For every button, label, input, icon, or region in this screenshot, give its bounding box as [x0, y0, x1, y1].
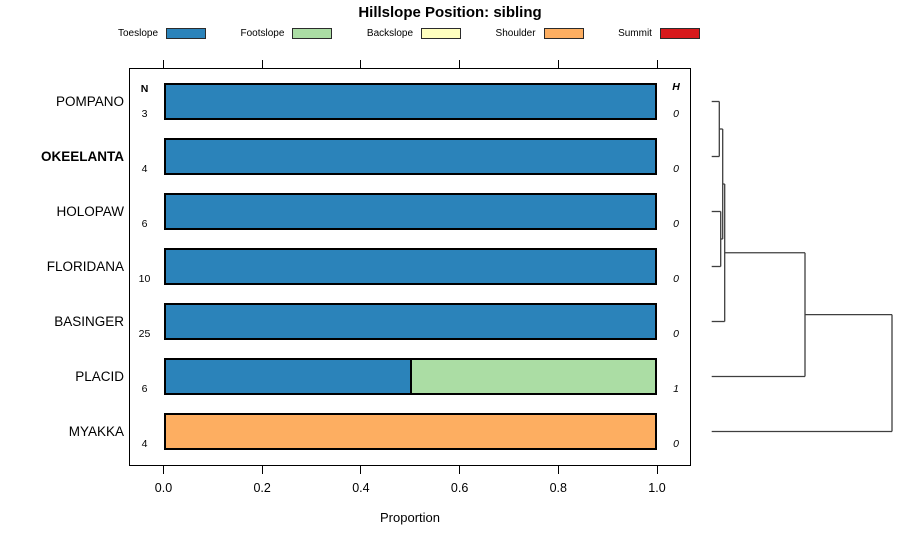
h-column-header: H	[672, 81, 680, 93]
n-value: 10	[138, 272, 151, 285]
plot-box	[129, 68, 691, 466]
bar-segment-toeslope	[165, 305, 655, 338]
axis-tick-top	[261, 60, 263, 68]
legend-label: Footslope	[240, 28, 285, 39]
bar-segment-toeslope	[165, 195, 655, 228]
h-value: 0	[673, 162, 679, 175]
axis-tick-top	[360, 60, 362, 68]
series-label-okeelanta: OKEELANTA	[41, 148, 124, 164]
bar-segment-toeslope	[165, 250, 655, 283]
x-tick-label: 0.4	[352, 481, 370, 495]
legend-swatch-footslope	[292, 28, 333, 39]
n-value: 6	[141, 382, 148, 395]
n-value: 4	[141, 437, 148, 450]
series-label-floridana: FLORIDANA	[46, 258, 124, 274]
legend-swatch-toeslope	[166, 28, 207, 39]
legend-label: Summit	[618, 28, 652, 39]
axis-tick-bottom	[656, 466, 658, 474]
x-axis-label: Proportion	[380, 510, 440, 525]
legend-label: Shoulder	[495, 28, 536, 39]
axis-tick-top	[459, 60, 461, 68]
x-tick-label: 0.0	[154, 481, 173, 495]
bar-segment-toeslope	[165, 85, 655, 118]
bar-segment-toeslope	[165, 360, 411, 393]
h-value: 0	[673, 272, 679, 285]
bar-segment-footslope	[410, 360, 655, 393]
n-column-header: N	[140, 83, 149, 95]
legend-item-shoulder: Shoulder	[496, 28, 584, 39]
h-value: 0	[673, 217, 679, 230]
legend-item-footslope: Footslope	[241, 28, 333, 39]
series-label-basinger: BASINGER	[54, 313, 124, 329]
legend-label: Backslope	[366, 28, 414, 39]
series-label-placid: PLACID	[75, 368, 124, 384]
h-value: 1	[673, 382, 679, 395]
h-value: 0	[673, 327, 679, 340]
legend-label: Toeslope	[118, 28, 159, 39]
series-label-myakka: MYAKKA	[68, 423, 124, 439]
legend-item-backslope: Backslope	[366, 28, 462, 39]
legend-swatch-backslope	[421, 28, 462, 39]
x-tick-label: 1.0	[648, 481, 666, 495]
bar-okeelanta	[163, 138, 657, 175]
bar-segment-toeslope	[165, 140, 655, 173]
bar-basinger	[163, 303, 657, 340]
legend-item-toeslope: Toeslope	[118, 28, 207, 39]
chart-title: Hillslope Position: sibling	[358, 4, 542, 21]
axis-tick-bottom	[261, 466, 263, 474]
axis-tick-bottom	[163, 466, 164, 474]
legend-item-summit: Summit	[618, 28, 700, 39]
axis-tick-bottom	[459, 466, 461, 474]
axis-tick-bottom	[360, 466, 362, 474]
bar-pompano	[163, 83, 657, 120]
axis-tick-top	[557, 60, 559, 68]
n-value: 25	[138, 327, 151, 340]
x-tick-label: 0.6	[450, 481, 469, 495]
bar-placid	[163, 358, 657, 395]
bar-floridana	[163, 248, 657, 285]
axis-tick-top	[163, 60, 164, 68]
h-value: 0	[673, 107, 679, 120]
x-tick-label: 0.2	[253, 481, 271, 495]
bar-holopaw	[163, 193, 657, 230]
n-value: 3	[141, 107, 148, 120]
axis-tick-top	[656, 60, 658, 68]
series-label-pompano: POMPANO	[55, 93, 124, 109]
bar-myakka	[163, 413, 657, 450]
h-value: 0	[673, 437, 679, 450]
n-value: 4	[141, 162, 148, 175]
series-label-holopaw: HOLOPAW	[56, 203, 124, 219]
legend: Toeslope Footslope Backslope Shoulder Summit	[118, 26, 700, 41]
bar-segment-shoulder	[165, 415, 655, 448]
n-value: 6	[141, 217, 148, 230]
axis-tick-bottom	[557, 466, 559, 474]
legend-swatch-summit	[659, 28, 700, 39]
legend-swatch-shoulder	[543, 28, 584, 39]
x-tick-label: 0.8	[549, 481, 567, 495]
